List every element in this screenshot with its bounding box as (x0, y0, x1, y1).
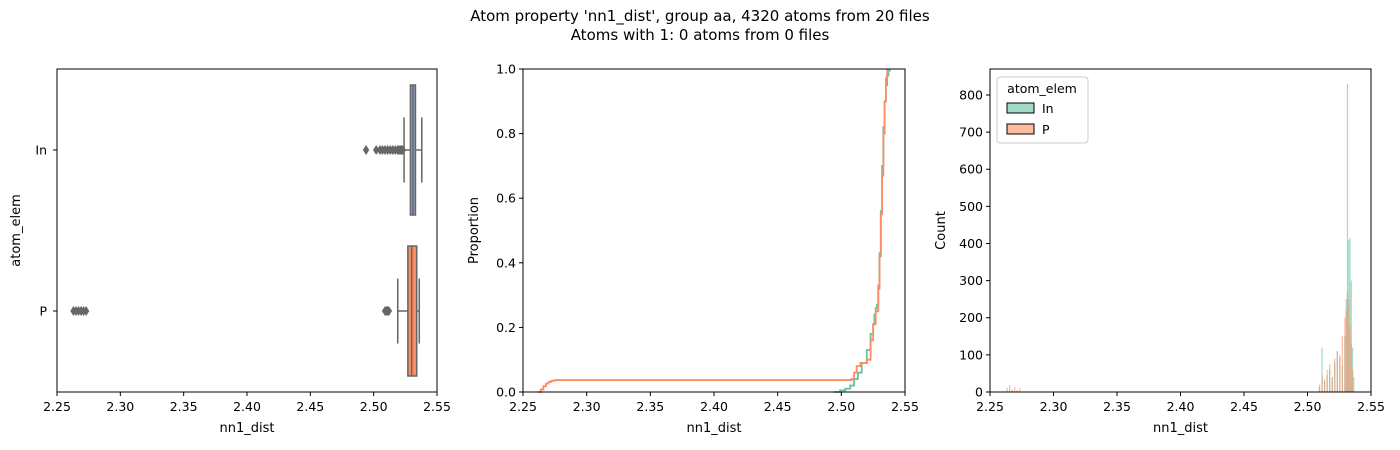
hist-xtick-label: 2.55 (1357, 399, 1385, 414)
box-outlier (373, 145, 380, 155)
box-xtick-label: 2.30 (106, 399, 134, 414)
hist-bar-In (1349, 237, 1351, 392)
ecdf-xtick-label: 2.25 (509, 399, 537, 414)
ecdf-ytick-label: 0.6 (496, 191, 516, 206)
hist-xlabel: nn1_dist (1153, 421, 1208, 436)
ecdf-ytick-label: 0.8 (496, 126, 516, 141)
ecdf-xtick-label: 2.50 (827, 399, 855, 414)
box-xtick-label: 2.25 (43, 399, 71, 414)
hist-ytick-label: 700 (959, 125, 983, 140)
box-In (362, 84, 423, 216)
legend-label: P (1042, 122, 1050, 137)
hist-ylabel: Count (934, 211, 949, 250)
hist-bar-P (1009, 385, 1011, 392)
hist-bar-P (1339, 354, 1341, 392)
box-xtick-label: 2.45 (296, 399, 324, 414)
hist-ytick-label: 300 (959, 273, 983, 288)
box-xtick-label: 2.35 (170, 399, 198, 414)
hist-bar-P (1334, 358, 1336, 392)
hist-ytick-label: 100 (959, 347, 983, 362)
hist-ytick-label: 800 (959, 87, 983, 102)
ecdf-panel: 2.25 2.30 2.35 2.40 2.45 2.50 2.55 nn1_dist 0.0 0… (467, 62, 919, 437)
hist-bar-P (1331, 377, 1333, 392)
hist-bar-P (1348, 299, 1350, 392)
ecdf-xtick-label: 2.40 (700, 399, 728, 414)
ecdf-xlabel: nn1_dist (687, 421, 742, 436)
hist-bar-P (1350, 343, 1352, 392)
ecdf-frame (522, 68, 906, 393)
hist-bar-P (1019, 388, 1021, 392)
hist-bar-P (1318, 384, 1321, 392)
legend-swatch-In (1006, 102, 1035, 114)
legend-title: atom_elem (1007, 81, 1077, 96)
hist-bar-P (1016, 389, 1018, 392)
hist-ytick-label: 600 (959, 162, 983, 177)
hist-bar-In (1346, 83, 1349, 392)
hist-bar-P (1336, 351, 1338, 392)
box-ylabel: atom_elem (9, 194, 24, 266)
ecdf-xtick-label: 2.45 (764, 399, 792, 414)
hist-xtick-label: 2.50 (1294, 399, 1322, 414)
hist-bar-P (1011, 389, 1013, 392)
box-category-label: In (35, 143, 47, 158)
hist-bar-In (1351, 347, 1354, 392)
ecdf-ytick-label: 0.4 (496, 255, 516, 270)
box-outlier (362, 145, 370, 155)
hist-xtick-label: 2.45 (1230, 399, 1258, 414)
legend-swatch-P (1006, 123, 1035, 135)
hist-legend: atom_elem In P (996, 76, 1089, 144)
histogram-panel: 2.25 2.30 2.35 2.40 2.45 2.50 2.55 nn1_dist 0 100… (934, 68, 1385, 436)
hist-bar-P (1351, 369, 1354, 392)
box-xtick-label: 2.50 (360, 399, 388, 414)
ecdf-ylabel: Proportion (467, 197, 482, 264)
hist-ytick-label: 500 (959, 199, 983, 214)
hist-bar-P (1326, 369, 1328, 392)
hist-bar-In (1321, 347, 1323, 392)
boxplot-panel: In P 2.25 2.30 2.35 2.40 2.45 2.50 2.55 nn1_dist a… (9, 68, 451, 436)
box-outlier (82, 306, 90, 316)
box-xtick-label: 2.55 (423, 399, 451, 414)
box-frame (56, 68, 438, 393)
hist-bar-P (1324, 379, 1326, 392)
hist-bar-P (1341, 336, 1343, 392)
hist-bar-P (1006, 387, 1008, 392)
hist-xtick-label: 2.25 (976, 399, 1004, 414)
figure-title-line1: Atom property 'nn1_dist', group aa, 4320… (470, 7, 930, 26)
box-xtick-label: 2.40 (233, 399, 261, 414)
ecdf-ytick-label: 0.2 (496, 320, 516, 335)
hist-bar-P (1321, 375, 1323, 392)
hist-bar-P (1014, 386, 1016, 392)
box-outlier (399, 145, 406, 155)
hist-bar-P (1329, 364, 1331, 392)
ecdf-ytick-label: 1.0 (496, 62, 516, 77)
box-xlabel: nn1_dist (220, 421, 275, 436)
box-outlier (385, 306, 393, 316)
figure-title-line2: Atoms with 1: 0 atoms from 0 files (571, 26, 830, 44)
ecdf-line-P (538, 69, 889, 393)
hist-bar-P (1345, 310, 1347, 392)
hist-xtick-label: 2.35 (1103, 399, 1131, 414)
ecdf-xtick-label: 2.35 (636, 399, 664, 414)
hist-ytick-label: 400 (959, 236, 983, 251)
box-P (70, 245, 421, 377)
hist-bar-P (1349, 325, 1351, 392)
hist-xtick-label: 2.30 (1040, 399, 1068, 414)
hist-ytick-label: 0 (975, 385, 983, 400)
hist-ytick-label: 200 (959, 310, 983, 325)
hist-bar-In (1353, 377, 1355, 392)
ecdf-xtick-label: 2.30 (573, 399, 601, 414)
ecdf-xtick-label: 2.55 (891, 399, 919, 414)
legend-label: In (1042, 101, 1054, 116)
ecdf-ytick-label: 0.0 (496, 385, 516, 400)
hist-bar-P (1346, 291, 1349, 392)
hist-bar-In (1350, 280, 1352, 392)
hist-xtick-label: 2.40 (1167, 399, 1195, 414)
hist-bar-P (1344, 317, 1346, 392)
box-category-label: P (39, 304, 47, 319)
